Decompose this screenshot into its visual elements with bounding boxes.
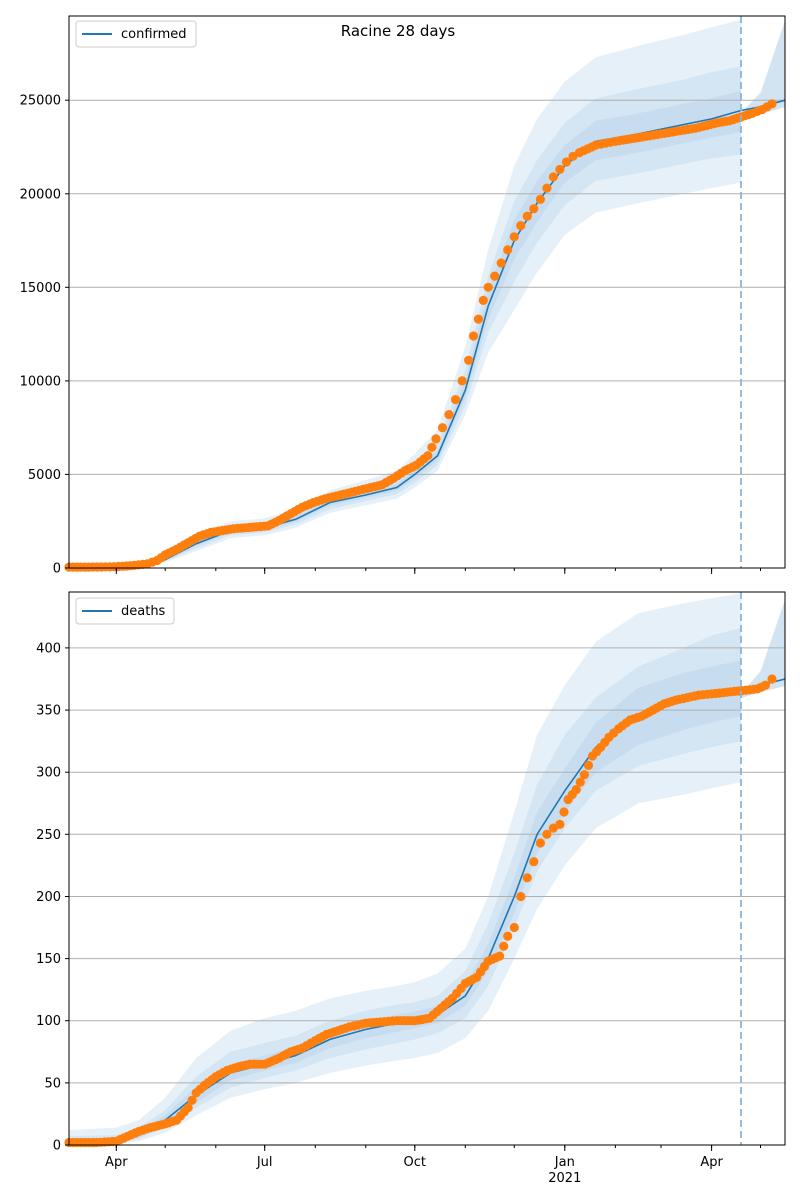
confirmed-observed-point xyxy=(478,295,488,305)
confirmed-observed-point xyxy=(427,442,437,452)
deaths-observed-point xyxy=(495,951,505,961)
confirmed-gridlines xyxy=(69,99,785,475)
confirmed-axes: 0 5000 10000 15000 20000 25000 xyxy=(20,15,786,577)
confirmed-y-tick-label: 5000 xyxy=(28,468,61,483)
confirmed-band-1 xyxy=(69,66,741,568)
deaths-observed-point xyxy=(503,931,513,941)
deaths-observed-point xyxy=(571,785,581,795)
deaths-observed-points xyxy=(64,674,777,1148)
deaths-panel: 0 50 100 150 200 250 300 350 400 Apr Jul Oct Jan2021… xyxy=(36,591,786,1186)
legend-label-confirmed: confirmed xyxy=(121,27,187,42)
deaths-x-tick-sublabel: 2021 xyxy=(548,1171,581,1186)
confirmed-band-2 xyxy=(69,90,741,568)
confirmed-forecast-band xyxy=(741,20,785,118)
deaths-observed-point xyxy=(183,1103,193,1113)
confirmed-observed-point xyxy=(535,194,546,204)
deaths-observed-point xyxy=(535,838,546,848)
confirmed-y-tick-label: 10000 xyxy=(20,374,61,389)
deaths-axes: 0 50 100 150 200 250 300 350 400 Apr Jul Oct Jan2021… xyxy=(36,591,786,1186)
confirmed-y-tick-label: 15000 xyxy=(20,281,61,296)
confirmed-y-tick-label: 20000 xyxy=(20,187,61,202)
confirmed-observed-point xyxy=(483,282,493,292)
deaths-observed-point xyxy=(542,829,552,839)
confirmed-observed-point xyxy=(444,410,454,420)
confirmed-legend: confirmed xyxy=(75,20,197,48)
deaths-y-tick-label: 300 xyxy=(36,766,61,781)
deaths-y-tick-label: 400 xyxy=(36,641,61,656)
confirmed-observed-point xyxy=(767,99,777,109)
deaths-band-0 xyxy=(69,593,741,1145)
deaths-x-tick-label: Apr xyxy=(105,1155,128,1170)
confirmed-observed-point xyxy=(561,157,572,167)
deaths-observed-point xyxy=(522,873,532,883)
deaths-uncertainty-bands xyxy=(69,593,785,1145)
confirmed-y-tick-label: 0 xyxy=(53,562,61,577)
deaths-x-tick-label: Oct xyxy=(404,1155,426,1170)
confirmed-observed-point xyxy=(522,211,532,221)
deaths-observed-point xyxy=(579,770,590,780)
deaths-band-1 xyxy=(69,628,741,1145)
deaths-y-tick-label: 50 xyxy=(44,1076,61,1091)
confirmed-observed-point xyxy=(542,183,552,193)
confirmed-observed-point xyxy=(473,314,483,324)
deaths-y-tick-label: 200 xyxy=(36,890,61,905)
deaths-observed-point xyxy=(509,922,519,933)
confirmed-y-tick-label: 25000 xyxy=(20,94,61,109)
deaths-forecast-band xyxy=(741,599,785,699)
confirmed-observed-point xyxy=(516,221,526,231)
confirmed-observed-point xyxy=(509,232,519,242)
confirmed-plot-frame xyxy=(68,15,786,569)
deaths-observed-point xyxy=(575,777,585,787)
confirmed-observed-point xyxy=(423,451,433,461)
legend-label-deaths: deaths xyxy=(121,604,166,619)
deaths-y-tick-label: 0 xyxy=(53,1139,61,1154)
legend-box xyxy=(75,20,197,48)
deaths-observed-point xyxy=(559,807,569,817)
deaths-observed-point xyxy=(767,674,777,684)
deaths-observed-point xyxy=(516,891,526,902)
confirmed-observed-point xyxy=(431,434,441,444)
deaths-y-tick-label: 100 xyxy=(36,1014,61,1029)
deaths-x-tick-label: Jan xyxy=(554,1155,575,1170)
confirmed-observed-point xyxy=(490,271,500,281)
deaths-observed-point xyxy=(499,941,509,951)
confirmed-observed-point xyxy=(437,423,448,433)
deaths-x-tick-label: Apr xyxy=(700,1155,723,1170)
deaths-y-tick-label: 150 xyxy=(36,952,61,967)
confirmed-observed-points xyxy=(64,99,777,572)
deaths-observed-point xyxy=(555,819,565,830)
deaths-y-tick-label: 350 xyxy=(36,704,61,719)
confirmed-observed-point xyxy=(548,172,559,182)
deaths-observed-point xyxy=(760,680,771,690)
deaths-legend: deaths xyxy=(75,597,175,625)
confirmed-observed-point xyxy=(468,331,479,341)
confirmed-observed-point xyxy=(503,245,513,255)
confirmed-observed-point xyxy=(529,204,539,214)
confirmed-observed-point xyxy=(457,376,467,386)
deaths-band-2 xyxy=(69,660,741,1144)
deaths-plot-frame xyxy=(68,591,786,1146)
deaths-observed-point xyxy=(583,760,594,771)
confirmed-observed-point xyxy=(450,395,461,405)
confirmed-observed-point xyxy=(464,355,474,365)
chart-title: Racine 28 days xyxy=(341,22,456,40)
confirmed-observed-point xyxy=(496,258,506,268)
deaths-observed-point xyxy=(187,1095,197,1105)
legend-box xyxy=(75,597,175,625)
confirmed-panel: 0 5000 10000 15000 20000 25000 Racine 28 days… xyxy=(20,15,786,577)
confirmed-observed-point xyxy=(555,164,565,174)
deaths-gridlines xyxy=(69,647,785,1084)
deaths-observed-point xyxy=(529,857,539,867)
deaths-x-tick-label: Jul xyxy=(256,1155,273,1170)
deaths-y-tick-label: 250 xyxy=(36,828,61,843)
